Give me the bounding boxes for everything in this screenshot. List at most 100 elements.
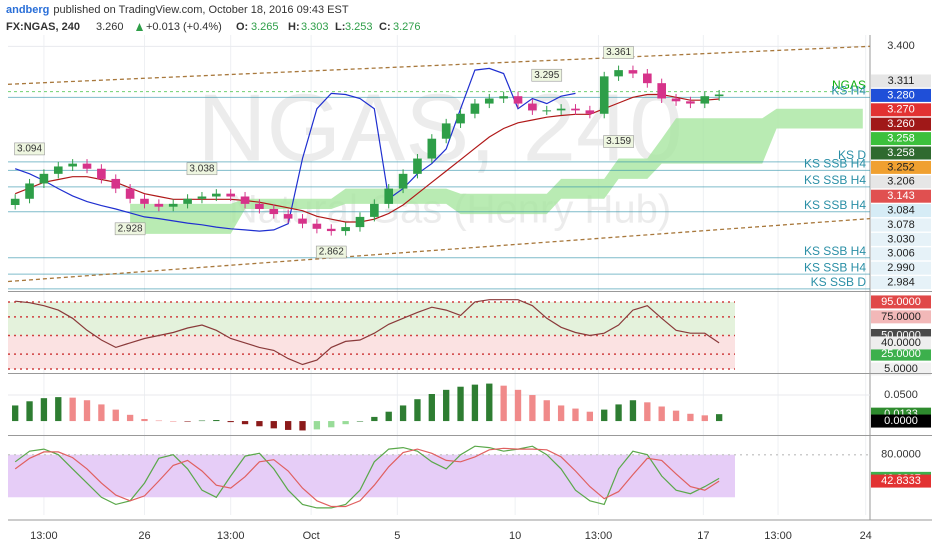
level-label: KS SSB H4 (804, 173, 866, 187)
price-tag (871, 310, 931, 324)
price-tag (871, 232, 931, 246)
candle-body (312, 223, 322, 229)
price-tag-label: 3.258 (887, 133, 915, 145)
level-label: KS H4 (831, 84, 866, 98)
band (8, 301, 735, 336)
candle-body (298, 218, 307, 224)
watermark: NGAS, 240 (197, 74, 683, 181)
histogram-bar (40, 398, 48, 422)
candle-body (499, 96, 508, 99)
x-tick-label: Oct (303, 530, 320, 542)
ohlc-value: 3.276 (393, 21, 421, 33)
candle-body (53, 166, 63, 174)
x-tick-label: 13:00 (764, 530, 792, 542)
candle-body (585, 110, 595, 114)
price-tag (871, 189, 931, 203)
histogram-bar (399, 405, 407, 422)
x-tick-label: 26 (138, 530, 150, 542)
oscillator-line (14, 445, 720, 509)
price-tag (871, 218, 931, 232)
panel (8, 383, 870, 431)
indicator-line (14, 67, 576, 232)
annotation-label: 3.295 (534, 70, 559, 81)
annotation-label: 3.094 (17, 144, 42, 155)
histogram-bar (213, 420, 220, 422)
author[interactable]: andberg (6, 4, 49, 16)
histogram-bar (557, 405, 565, 422)
histogram-bar (658, 406, 665, 422)
level-label: KS SSB H4 (804, 260, 866, 274)
histogram-bar (241, 421, 249, 425)
histogram-bar (155, 420, 163, 422)
candle-body (154, 203, 164, 207)
candle-body (68, 163, 77, 167)
price-tag (871, 414, 931, 428)
price-tag-label: 40.0000 (881, 337, 921, 349)
annotation-box (14, 142, 45, 156)
histogram-bar (715, 414, 723, 422)
histogram-bar (98, 404, 105, 422)
price-tag (871, 362, 931, 376)
price-tag-label: 75.0000 (881, 311, 921, 323)
price-tag-label: 3.260 (887, 118, 915, 130)
candle-body (628, 70, 638, 74)
histogram-bar (572, 408, 579, 422)
annotation-box (186, 162, 218, 176)
histogram-bar (126, 414, 134, 422)
price-tag (871, 175, 931, 189)
price-tag-label: 3.143 (887, 190, 915, 202)
price-tag (871, 247, 931, 261)
x-tick-label: 13:00 (585, 530, 613, 542)
candle-body (427, 138, 437, 159)
candle-body (384, 188, 394, 204)
price-tag (871, 276, 931, 290)
price-tag (871, 295, 931, 309)
ohlc-value: 3.253 (345, 21, 373, 33)
histogram-bar (672, 410, 680, 422)
annotation-label: 2.928 (118, 223, 143, 234)
candle-body (140, 198, 149, 204)
candle-body (398, 173, 408, 189)
price-tag-label: 3.252 (887, 161, 915, 173)
histogram-bar (284, 421, 292, 430)
candle-body (657, 83, 666, 99)
candle-body (370, 203, 379, 217)
candle-body (39, 173, 49, 184)
candle-body (441, 123, 451, 139)
annotation-box (114, 222, 146, 236)
histogram-bar (270, 421, 277, 429)
price-tag-label: 5.0000 (884, 363, 918, 375)
histogram-bar (428, 394, 435, 422)
histogram-bar (170, 421, 177, 422)
annotation-label: 3.159 (606, 136, 631, 147)
candle-body (700, 96, 710, 104)
annotation-label: 3.038 (189, 163, 214, 174)
price-tag-label: 3.084 (887, 205, 915, 217)
price-tag-label: 95.0000 (881, 296, 921, 308)
oscillator-line (14, 447, 720, 508)
histogram-bar (601, 409, 608, 422)
price-tag (871, 88, 931, 102)
price-tag (871, 117, 931, 131)
price-tag (871, 74, 931, 88)
candle-body (183, 198, 192, 204)
oscillator-line (15, 299, 720, 366)
candle-body (571, 108, 580, 111)
y-tick-label: 3.400 (887, 40, 915, 52)
price-tag-label: 3.078 (887, 219, 915, 231)
histogram-bar (443, 389, 450, 422)
price-tag-label: 3.258 (887, 147, 915, 159)
candle-body (240, 196, 250, 204)
ohlc-key: O: (236, 21, 248, 33)
histogram-bar (385, 411, 392, 422)
histogram-bar (313, 421, 321, 430)
candle-body (542, 110, 552, 112)
histogram-bar (184, 421, 191, 422)
annotation-box (315, 245, 347, 259)
histogram-bar (141, 418, 148, 422)
histogram-bar (55, 397, 62, 422)
ohlc-value: 3.303 (301, 21, 329, 33)
annotation-label: 2.862 (319, 247, 344, 258)
trend-line (8, 45, 870, 85)
price-tag-label: 2.984 (887, 277, 915, 289)
